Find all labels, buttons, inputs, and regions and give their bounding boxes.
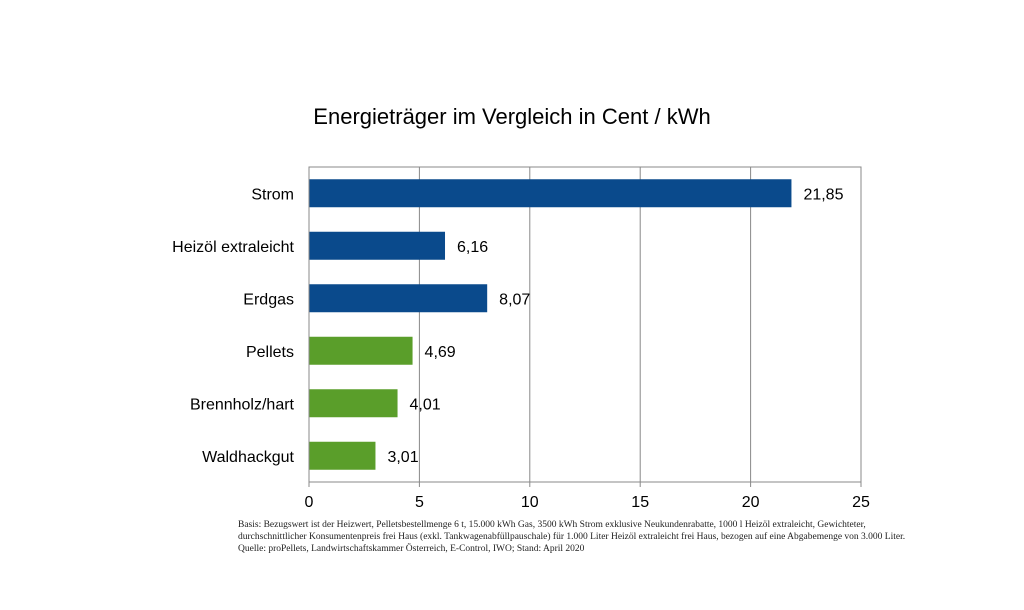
category-label: Brennholz/hart	[190, 396, 295, 413]
category-label: Pellets	[246, 344, 294, 361]
label-layer: 0 5 10 15 20 25 Strom 21,85 Heizöl extraleicht 6,…	[172, 186, 870, 511]
bar	[309, 231, 446, 260]
value-label: 4,01	[410, 396, 441, 413]
value-label: 6,16	[457, 239, 488, 256]
bar-layer	[309, 179, 792, 470]
x-tick-label: 5	[415, 494, 424, 511]
chart-title: Energieträger im Vergleich in Cent / kWh	[313, 104, 711, 129]
bar	[309, 389, 398, 418]
grid-layer	[308, 167, 862, 487]
x-tick-label: 20	[742, 494, 760, 511]
plot-frame	[308, 166, 862, 483]
bar	[309, 441, 376, 470]
value-label: 4,69	[425, 344, 456, 361]
value-label: 3,01	[387, 449, 418, 466]
x-tick-label: 25	[852, 494, 870, 511]
x-tick-label: 15	[631, 494, 649, 511]
footnote: Basis: Bezugswert ist der Heizwert, Pell…	[238, 520, 906, 554]
category-label: Heizöl extraleicht	[172, 239, 294, 256]
x-tick-label: 0	[305, 494, 314, 511]
bar	[309, 179, 792, 208]
value-label: 8,07	[499, 291, 530, 308]
category-label: Waldhackgut	[202, 449, 294, 466]
x-tick-label: 10	[521, 494, 539, 511]
category-label: Erdgas	[243, 291, 294, 308]
value-label: 21,85	[803, 186, 843, 203]
bar	[309, 336, 413, 365]
bar	[309, 284, 488, 313]
category-label: Strom	[251, 186, 294, 203]
